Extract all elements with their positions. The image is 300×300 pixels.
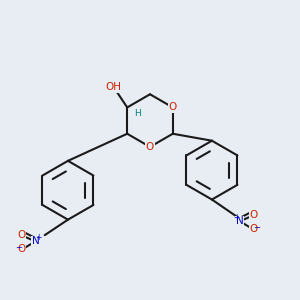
Text: N: N xyxy=(32,236,39,246)
Text: −: − xyxy=(253,223,260,232)
Text: O: O xyxy=(17,244,26,254)
Text: +: + xyxy=(233,213,240,222)
Text: OH: OH xyxy=(105,82,121,92)
Text: O: O xyxy=(17,230,26,240)
Text: O: O xyxy=(250,210,258,220)
Text: H: H xyxy=(134,109,140,118)
Text: +: + xyxy=(35,233,42,242)
Text: O: O xyxy=(146,142,154,152)
Text: O: O xyxy=(169,102,177,112)
Text: O: O xyxy=(250,224,258,234)
Text: N: N xyxy=(236,216,244,226)
Text: −: − xyxy=(15,243,22,252)
